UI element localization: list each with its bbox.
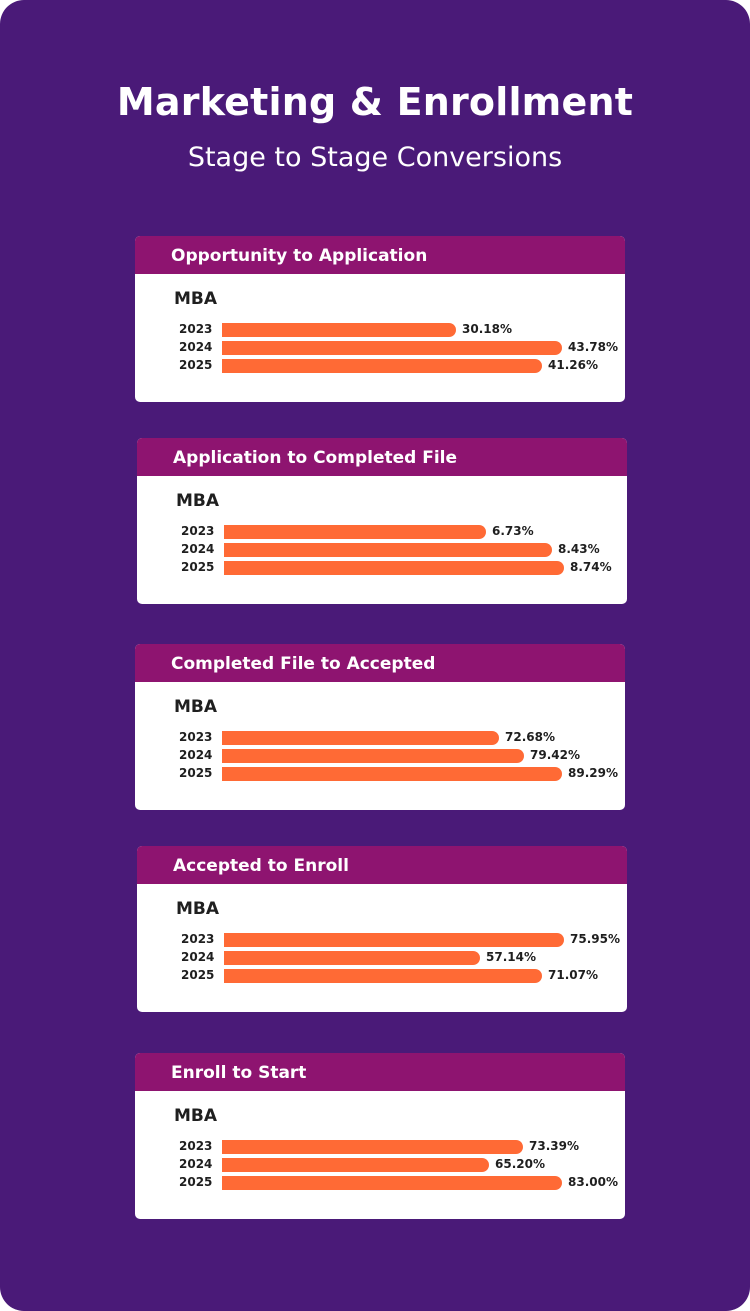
program-label: MBA (174, 1106, 218, 1126)
year-label: 2024 (181, 950, 215, 964)
program-label: MBA (174, 289, 218, 309)
year-label: 2025 (179, 1175, 213, 1189)
bar-row: 2024 65.20% (135, 1156, 625, 1174)
year-label: 2025 (179, 766, 213, 780)
bar-row: 2025 8.74% (137, 559, 627, 577)
year-label: 2025 (179, 358, 213, 372)
bar-row: 2025 71.07% (137, 967, 627, 985)
data-label: 57.14% (486, 950, 536, 964)
bar (222, 1176, 562, 1190)
chart-title: Opportunity to Application (135, 236, 625, 274)
bar (224, 543, 552, 557)
bar-row: 2024 79.42% (135, 747, 625, 765)
data-label: 79.42% (530, 748, 580, 762)
data-label: 71.07% (548, 968, 598, 982)
data-label: 72.68% (505, 730, 555, 744)
chart-title: Completed File to Accepted (135, 644, 625, 682)
data-label: 30.18% (462, 322, 512, 336)
chart-title: Application to Completed File (137, 438, 627, 476)
data-label: 73.39% (529, 1139, 579, 1153)
year-label: 2023 (179, 730, 213, 744)
program-label: MBA (176, 491, 220, 511)
data-label: 6.73% (492, 524, 534, 538)
year-label: 2023 (179, 322, 213, 336)
data-label: 43.78% (568, 340, 618, 354)
bar-row: 2024 8.43% (137, 541, 627, 559)
data-label: 8.43% (558, 542, 600, 556)
bar-row: 2023 75.95% (137, 931, 627, 949)
bar (222, 1158, 489, 1172)
bar (224, 933, 564, 947)
chart-card: Completed File to Accepted MBA 2023 72.68% 2… (135, 644, 625, 810)
data-label: 8.74% (570, 560, 612, 574)
year-label: 2024 (179, 748, 213, 762)
bar (222, 359, 542, 373)
bar (224, 561, 564, 575)
year-label: 2025 (181, 968, 215, 982)
data-label: 75.95% (570, 932, 620, 946)
bar (222, 767, 562, 781)
program-label: MBA (174, 697, 218, 717)
bar (224, 525, 486, 539)
bar-row: 2025 89.29% (135, 765, 625, 783)
bar-row: 2024 57.14% (137, 949, 627, 967)
year-label: 2023 (179, 1139, 213, 1153)
chart-card: Opportunity to Application MBA 2023 30.18% 2… (135, 236, 625, 402)
data-label: 83.00% (568, 1175, 618, 1189)
bar-row: 2023 6.73% (137, 523, 627, 541)
chart-card: Enroll to Start MBA 2023 73.39% 2024 65.20% 20… (135, 1053, 625, 1219)
page-title: Marketing & Enrollment (116, 80, 634, 124)
bar-row: 2024 43.78% (135, 339, 625, 357)
bar (222, 323, 456, 337)
chart-card: Accepted to Enroll MBA 2023 75.95% 2024 57.14… (137, 846, 627, 1012)
bar-row: 2023 73.39% (135, 1138, 625, 1156)
bar-row: 2023 30.18% (135, 321, 625, 339)
data-label: 89.29% (568, 766, 618, 780)
year-label: 2023 (181, 932, 215, 946)
bar-row: 2023 72.68% (135, 729, 625, 747)
bar (222, 1140, 523, 1154)
bar (222, 731, 499, 745)
chart-title: Accepted to Enroll (137, 846, 627, 884)
bar (222, 341, 562, 355)
data-label: 65.20% (495, 1157, 545, 1171)
year-label: 2024 (181, 542, 215, 556)
bar (224, 951, 480, 965)
year-label: 2024 (179, 340, 213, 354)
bar-row: 2025 41.26% (135, 357, 625, 375)
bar (222, 749, 524, 763)
year-label: 2023 (181, 524, 215, 538)
bar (224, 969, 542, 983)
year-label: 2024 (179, 1157, 213, 1171)
year-label: 2025 (181, 560, 215, 574)
bar-row: 2025 83.00% (135, 1174, 625, 1192)
program-label: MBA (176, 899, 220, 919)
page-subtitle: Stage to Stage Conversions (187, 142, 563, 173)
chart-title: Enroll to Start (135, 1053, 625, 1091)
data-label: 41.26% (548, 358, 598, 372)
chart-card: Application to Completed File MBA 2023 6.73… (137, 438, 627, 604)
